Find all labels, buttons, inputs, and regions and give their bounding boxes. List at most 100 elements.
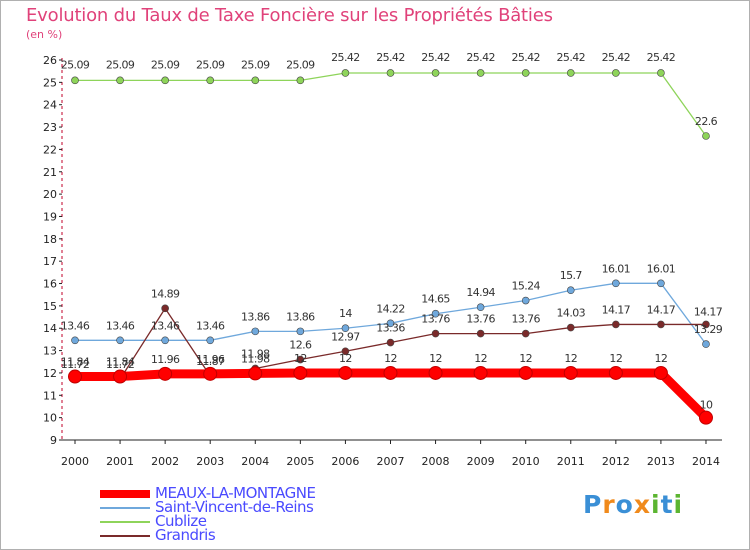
data-label: 12 — [474, 352, 487, 365]
data-label: 13.46 — [196, 319, 225, 332]
data-label: 25.42 — [376, 51, 405, 64]
data-label: 25.09 — [106, 58, 135, 71]
data-point — [612, 279, 620, 288]
data-point — [296, 355, 305, 364]
data-label: 25.09 — [196, 58, 225, 71]
data-point — [476, 303, 485, 312]
x-tick-label: 2011 — [557, 455, 585, 468]
data-label: 12 — [564, 352, 577, 365]
x-tick-label: 2006 — [331, 455, 359, 468]
x-tick-label: 2009 — [467, 455, 495, 468]
data-point — [657, 320, 665, 329]
data-label: 11.72 — [106, 358, 135, 371]
data-label: 13.86 — [286, 310, 315, 323]
data-label: 14 — [339, 307, 352, 320]
data-point — [431, 329, 440, 338]
data-label: 13.29 — [694, 323, 723, 336]
data-point — [338, 365, 353, 380]
x-tick-label: 2012 — [602, 455, 630, 468]
data-label: 25.09 — [241, 58, 270, 71]
legend-swatch — [100, 535, 150, 537]
data-point — [386, 319, 395, 328]
data-point — [702, 340, 710, 348]
data-point — [161, 336, 169, 345]
x-tick-label: 2004 — [241, 455, 269, 468]
y-tick-label: 18 — [43, 233, 57, 246]
data-label: 14.17 — [602, 303, 631, 316]
data-label: 11.98 — [241, 347, 270, 360]
logo-letter: t — [660, 490, 674, 519]
y-tick-label: 14 — [43, 322, 57, 335]
data-label: 25.09 — [286, 58, 315, 71]
legend-label: Grandris — [155, 526, 216, 544]
data-point — [431, 69, 440, 77]
data-label: 13.46 — [61, 319, 90, 332]
data-point — [612, 320, 620, 329]
data-point — [566, 323, 575, 332]
data-point — [608, 365, 623, 380]
data-point — [296, 76, 305, 85]
data-label: 25.09 — [151, 58, 180, 71]
data-label: 14.89 — [151, 287, 180, 300]
y-tick-label: 22 — [43, 143, 57, 156]
y-tick-label: 19 — [43, 210, 57, 223]
data-point — [293, 365, 308, 380]
x-tick-label: 2000 — [61, 455, 89, 468]
data-point — [341, 69, 350, 77]
data-label: 14.17 — [694, 305, 723, 318]
data-label: 11.87 — [196, 355, 225, 368]
x-tick-label: 2002 — [151, 455, 179, 468]
data-point — [612, 69, 620, 77]
data-point — [521, 296, 530, 305]
data-label: 16.01 — [647, 262, 676, 275]
x-tick-label: 2007 — [376, 455, 404, 468]
x-tick-label: 2003 — [196, 455, 224, 468]
data-label: 25.42 — [557, 51, 586, 64]
data-label: 25.42 — [421, 51, 450, 64]
data-point — [296, 327, 305, 336]
legend-label: Cublize — [155, 512, 207, 530]
legend-label: MEAUX-LA-MONTAGNE — [155, 484, 316, 502]
data-label: 12 — [519, 352, 532, 365]
data-label: 13.46 — [151, 319, 180, 332]
series-line-cublize — [74, 72, 707, 137]
data-label: 12.97 — [331, 330, 360, 343]
data-label: 25.42 — [466, 51, 495, 64]
y-tick-label: 25 — [43, 76, 57, 89]
data-point — [653, 365, 668, 380]
y-tick-label: 13 — [43, 345, 57, 358]
x-tick-label: 2013 — [647, 455, 675, 468]
data-label: 11.98 — [241, 352, 270, 365]
data-point — [657, 279, 665, 288]
logo-letter: r — [602, 490, 616, 519]
data-label: 13.76 — [421, 313, 450, 326]
data-point — [566, 286, 575, 295]
data-label: 14.22 — [376, 302, 405, 315]
legend-swatch — [100, 507, 150, 509]
x-tick-label: 2010 — [512, 455, 540, 468]
data-point — [428, 365, 443, 380]
data-point — [657, 69, 665, 77]
data-label: 12 — [294, 352, 307, 365]
data-point — [251, 327, 260, 336]
data-point — [563, 365, 578, 380]
data-point — [473, 365, 488, 380]
data-label: 12 — [655, 352, 668, 365]
y-tick-label: 23 — [43, 121, 57, 134]
logo-letter: i — [651, 490, 661, 519]
data-point — [158, 366, 173, 381]
y-tick-label: 12 — [43, 367, 57, 380]
data-point — [341, 347, 350, 356]
data-point — [113, 369, 128, 384]
data-label: 11.84 — [61, 356, 90, 369]
data-label: 12 — [384, 352, 397, 365]
data-label: 14.17 — [647, 303, 676, 316]
data-label: 12 — [429, 352, 442, 365]
logo-letter: o — [615, 490, 634, 519]
data-label: 11.96 — [151, 353, 180, 366]
data-label: 22.6 — [695, 115, 718, 128]
data-label: 14.65 — [421, 293, 450, 306]
data-point — [203, 366, 218, 381]
